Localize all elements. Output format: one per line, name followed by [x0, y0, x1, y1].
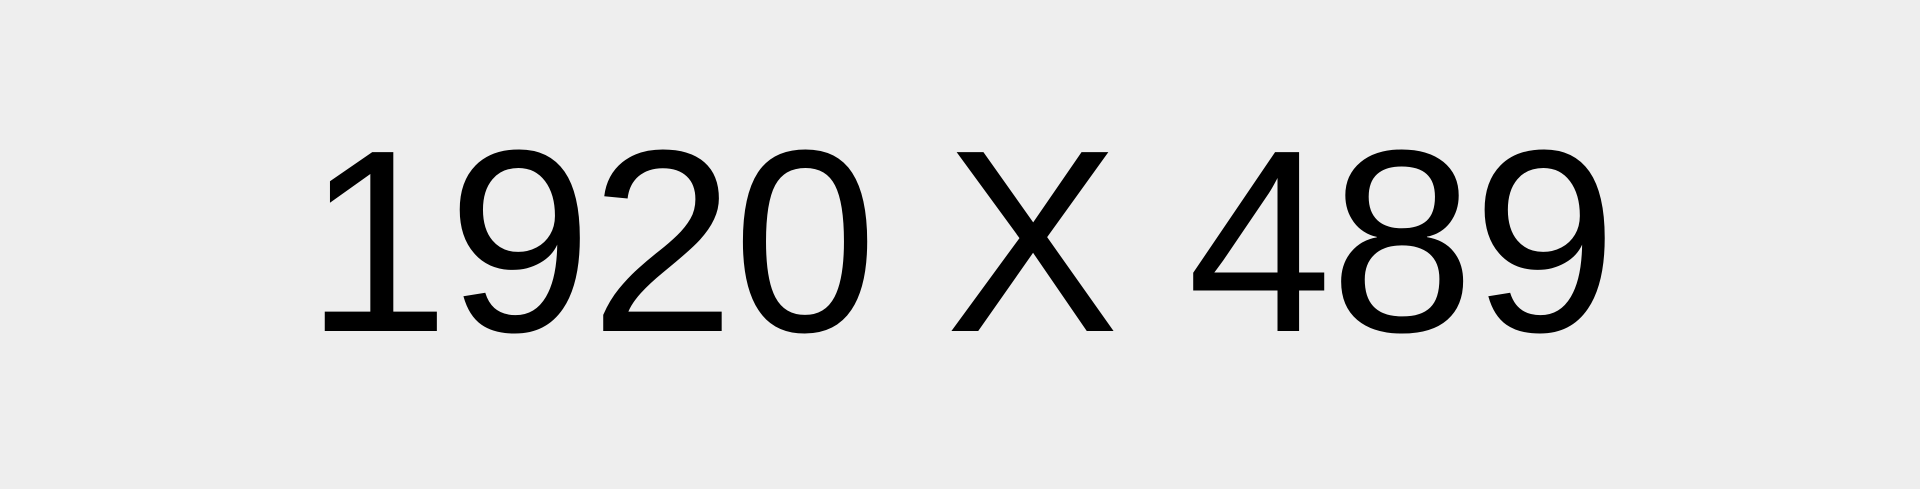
dimension-label: 1920 X 489: [304, 97, 1617, 387]
